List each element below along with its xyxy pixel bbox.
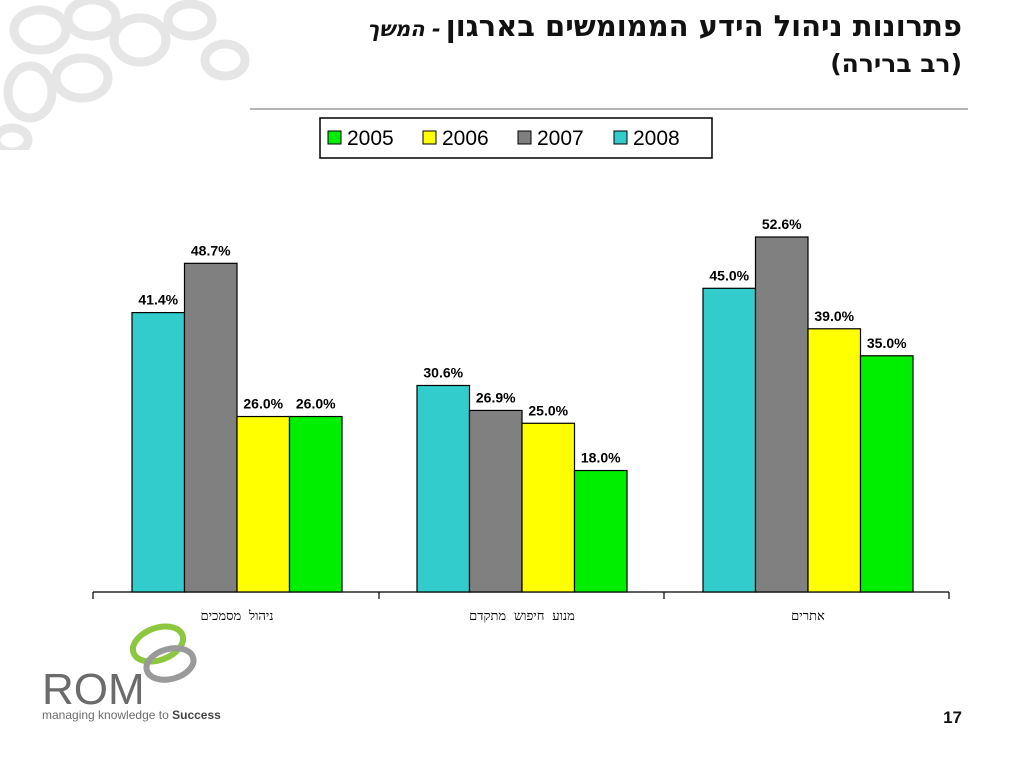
logo-tagline-prefix: managing knowledge to bbox=[42, 708, 169, 722]
category-label-2: אתרים bbox=[791, 609, 825, 624]
slide-title-continued: - המשך bbox=[367, 17, 441, 41]
bar-2006-1 bbox=[521, 422, 576, 593]
legend-swatch-2007 bbox=[517, 130, 532, 145]
slide-title-main: פתרונות ניהול הידע הממומשים בארגון bbox=[445, 9, 962, 43]
legend-swatch-2005 bbox=[327, 130, 342, 145]
legend-label-2007: 2007 bbox=[537, 127, 584, 150]
rom-logo-mark: ROM bbox=[42, 623, 197, 712]
title-divider bbox=[250, 108, 968, 110]
data-label-2008-2: 45.0% bbox=[709, 267, 749, 283]
page-number: 17 bbox=[943, 708, 962, 727]
legend-label-2008: 2008 bbox=[633, 127, 680, 150]
data-label-2008-1: 30.6% bbox=[423, 364, 463, 380]
data-label-2005-1: 18.0% bbox=[581, 450, 621, 466]
data-label-2005-0: 26.0% bbox=[296, 396, 336, 412]
category-label-0: ניהול מסמכים bbox=[200, 609, 273, 624]
bar-2007-0 bbox=[183, 262, 238, 593]
data-label-2006-2: 39.0% bbox=[814, 308, 854, 324]
legend-label-2005: 2005 bbox=[347, 127, 394, 150]
bar-2006-0 bbox=[236, 415, 291, 593]
legend-box bbox=[319, 117, 713, 159]
bar-2005-1 bbox=[573, 469, 628, 593]
bar-2007-2 bbox=[754, 236, 809, 593]
data-label-2007-2: 52.6% bbox=[762, 216, 802, 232]
decorative-rings-graphic bbox=[0, 0, 250, 150]
bar-2005-2 bbox=[859, 355, 914, 593]
bar-2008-2 bbox=[702, 287, 757, 593]
bar-2006-2 bbox=[807, 328, 862, 593]
data-label-2007-1: 26.9% bbox=[476, 389, 516, 405]
slide-subtitle: (רב ברירה) bbox=[830, 49, 962, 79]
category-label-1: מנוע חיפוש מתקדם bbox=[469, 609, 575, 624]
bar-2005-0 bbox=[288, 415, 343, 593]
data-label-2007-0: 48.7% bbox=[191, 242, 231, 258]
bar-2008-1 bbox=[416, 384, 471, 593]
legend-swatch-2006 bbox=[422, 130, 437, 145]
data-label-2006-1: 25.0% bbox=[528, 402, 568, 418]
data-label-2005-2: 35.0% bbox=[867, 335, 907, 351]
data-label-2008-0: 41.4% bbox=[138, 292, 178, 308]
bar-2007-1 bbox=[468, 409, 523, 593]
rom-wordmark: ROM bbox=[42, 665, 145, 712]
legend-label-2006: 2006 bbox=[442, 127, 489, 150]
logo-tagline: managing knowledge to Success bbox=[42, 708, 221, 722]
data-label-2006-0: 26.0% bbox=[243, 396, 283, 412]
legend-swatch-2008 bbox=[613, 130, 628, 145]
logo-tagline-emphasis: Success bbox=[172, 708, 221, 722]
bar-2008-0 bbox=[131, 311, 186, 593]
slide-title: פתרונות ניהול הידע הממומשים בארגון - המש… bbox=[202, 8, 962, 80]
